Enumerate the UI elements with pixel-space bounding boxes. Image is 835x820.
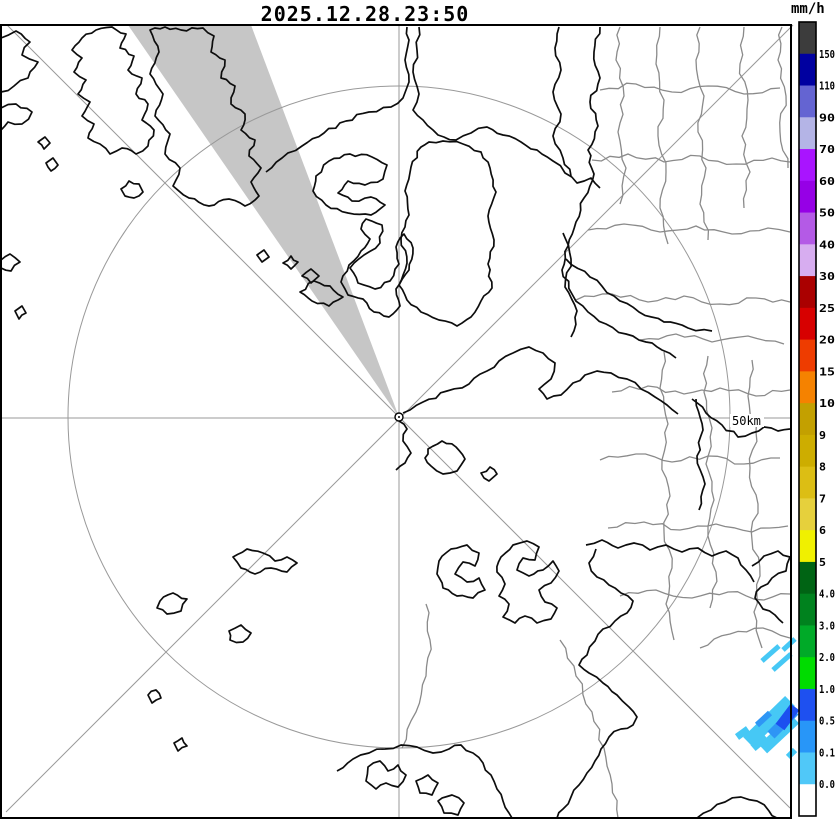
coastline-layer xyxy=(0,26,791,819)
color-scale-tick-label: 60 xyxy=(819,175,835,188)
color-scale-tick-label: 30 xyxy=(819,270,835,283)
color-scale-tick-label: 4.0 xyxy=(819,588,835,601)
color-scale-tick-label: 1.0 xyxy=(819,683,835,696)
color-scale-tick-label: 0.1 xyxy=(819,747,835,760)
beam-blockage-wedge xyxy=(128,25,399,417)
color-scale-tick-label: 15 xyxy=(819,365,835,378)
precipitation-echo-layer xyxy=(734,637,800,760)
range-label: 50km xyxy=(730,414,764,428)
color-scale-tick-label: 0.0 xyxy=(819,778,835,791)
color-scale-tick-label: 6 xyxy=(819,524,826,537)
color-scale-tick-label: 10 xyxy=(819,397,835,410)
color-scale-tick-label: 150 xyxy=(819,48,835,61)
color-scale-tick-label: 50 xyxy=(819,207,835,220)
color-scale: 150 110 90 70 60 50 40 30 25 20 15 10 9 8 7 6 5 4.0 3.0 2.0… xyxy=(798,21,835,817)
unit-label: mm/h xyxy=(791,1,825,17)
color-scale-tick-label: 5 xyxy=(819,556,826,569)
color-scale-tick-label: 8 xyxy=(819,461,826,474)
timestamp: 2025.12.28.23:50 xyxy=(260,2,470,26)
color-scale-tick-label: 9 xyxy=(819,429,826,442)
range-label-text: 50km xyxy=(732,414,761,428)
color-scale-tick-label: 110 xyxy=(819,80,835,93)
color-scale-tick-label: 3.0 xyxy=(819,619,835,632)
color-scale-tick-label: 7 xyxy=(819,492,826,505)
color-scale-tick-label: 40 xyxy=(819,238,835,251)
color-scale-tick-label: 25 xyxy=(819,302,835,315)
color-scale-tick-label: 2.0 xyxy=(819,651,835,664)
color-scale-tick-label: 90 xyxy=(819,111,835,124)
radar-spokes xyxy=(1,24,794,818)
color-scale-tick-label: 0.5 xyxy=(819,715,835,728)
map-frame xyxy=(0,24,792,819)
color-scale-tick-label: 20 xyxy=(819,334,835,347)
color-scale-tick-label: 70 xyxy=(819,143,835,156)
radar-site-marker xyxy=(394,412,404,422)
